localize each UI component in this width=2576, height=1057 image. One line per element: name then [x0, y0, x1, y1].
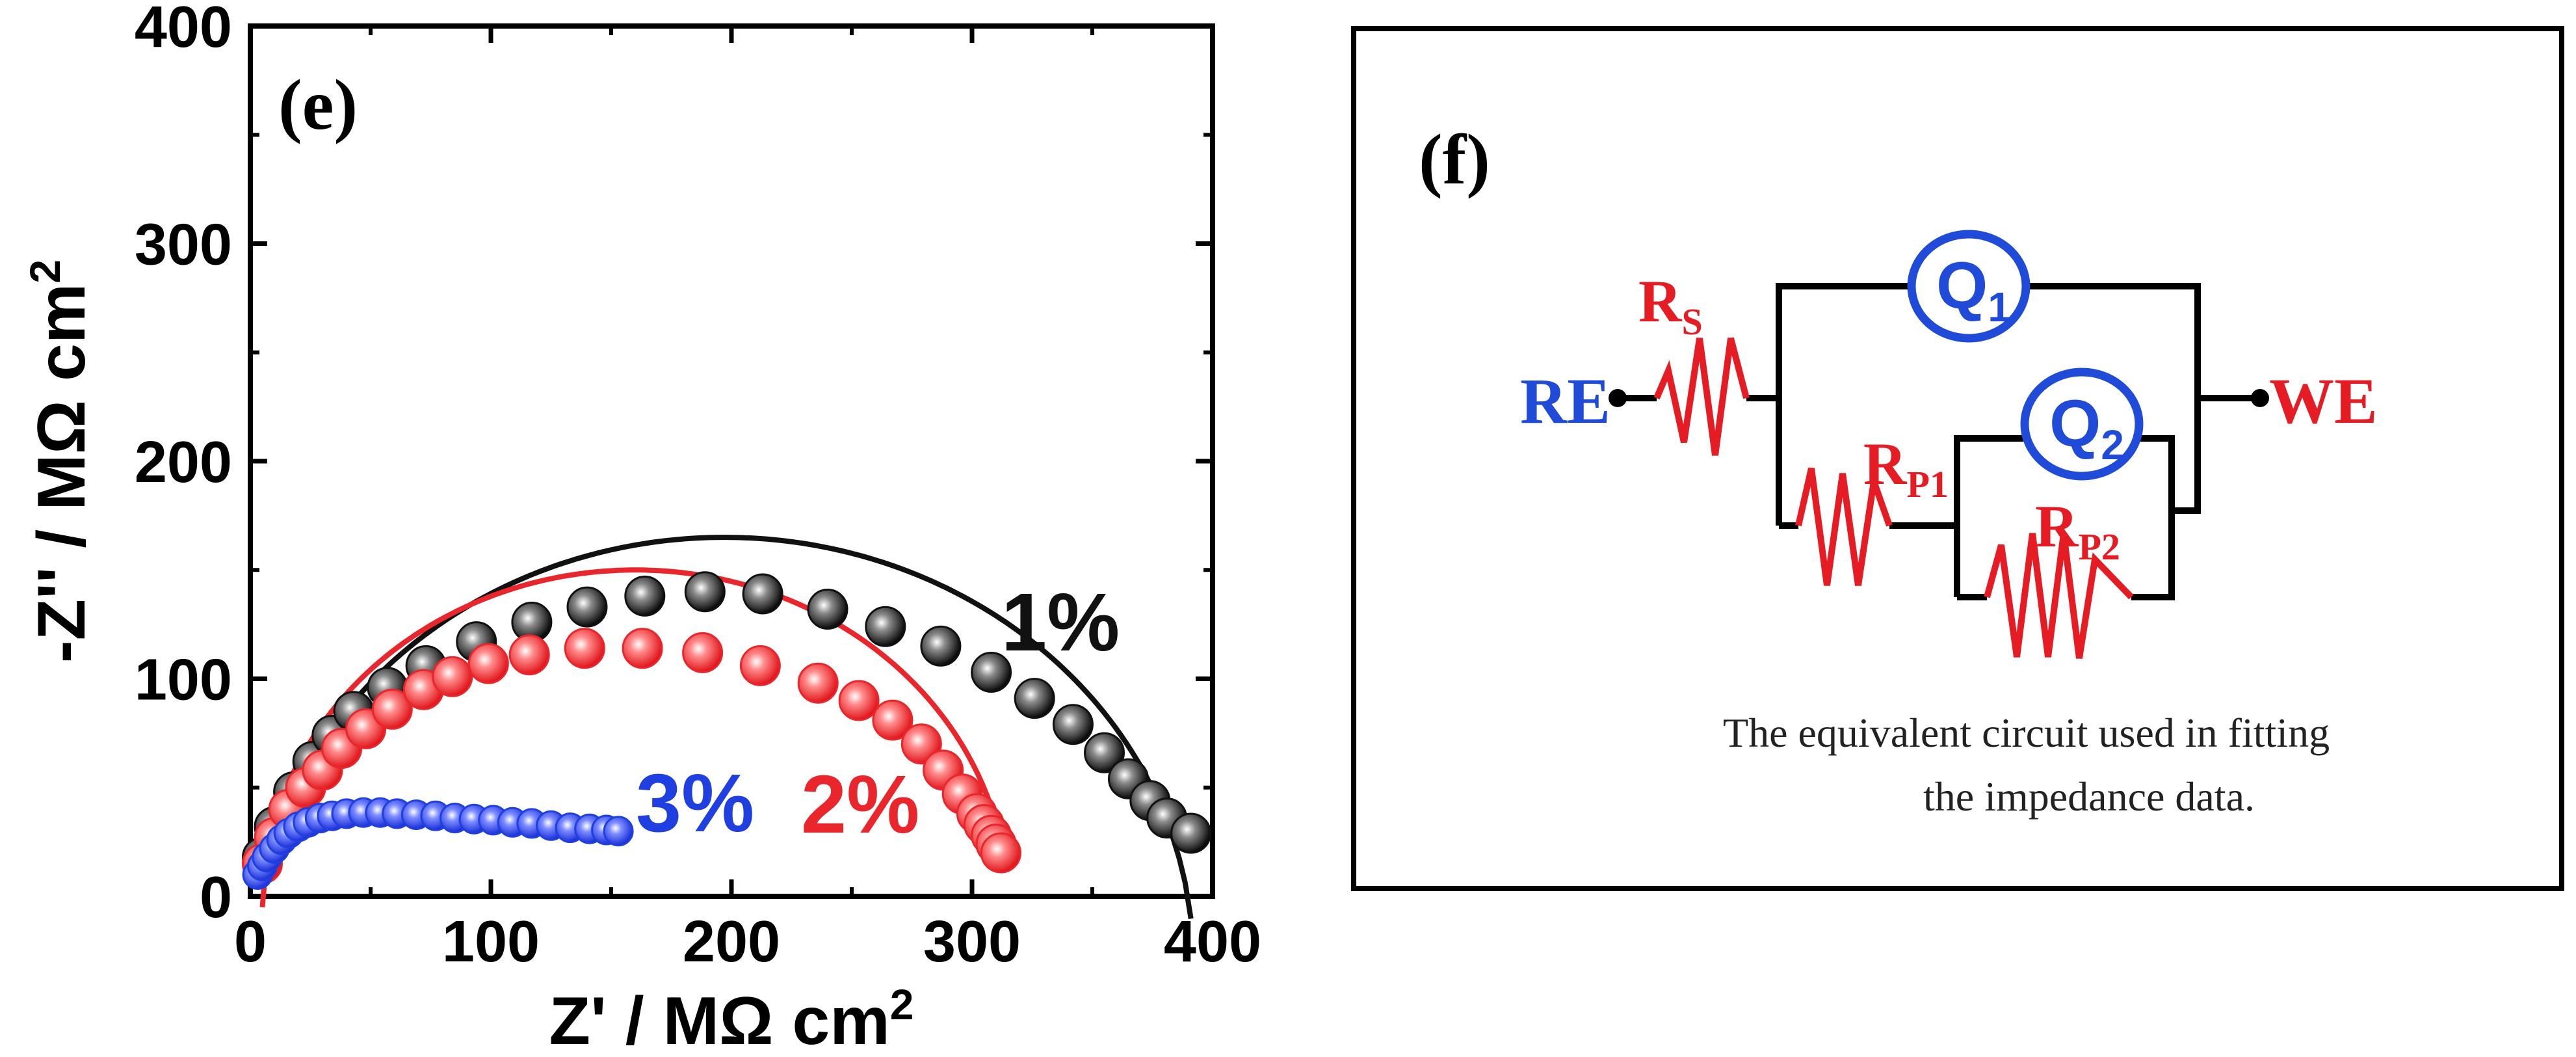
svg-text:Q1: Q1 — [1936, 248, 2011, 330]
series-label-3pct: 3% — [636, 757, 754, 849]
fit-curve-series-2 — [259, 567, 1004, 908]
re-terminal-dot — [1609, 389, 1627, 407]
resistor-rs — [1653, 337, 1750, 456]
circuit-panel: (f) Q1 Q2 RE — [1351, 26, 2564, 891]
data-point-series-1 — [1014, 678, 1055, 719]
fit-curves — [259, 535, 1194, 920]
data-point-series-2 — [872, 699, 913, 741]
data-point-series-2 — [797, 662, 839, 704]
data-point-series-1 — [920, 625, 962, 667]
data-point-series-1 — [971, 652, 1012, 693]
q1-circle — [1907, 230, 2031, 343]
rs-label: RS — [1638, 268, 1703, 343]
x-tick-label: 300 — [923, 909, 1021, 974]
resistor-rp1 — [1795, 467, 1893, 586]
we-label: WE — [2269, 365, 2378, 437]
data-point-series-1 — [865, 606, 906, 647]
re-label: RE — [1520, 365, 1610, 437]
caption-line-1: The equivalent circuit used in fitting — [1723, 710, 2330, 756]
data-point-series-1 — [1084, 732, 1125, 773]
data-point-series-1 — [1170, 812, 1212, 854]
wire-outer-right — [2172, 398, 2201, 514]
cpe-q2: Q2 — [2020, 368, 2144, 481]
x-tick-label: 200 — [683, 909, 780, 974]
y-axis-title: -Z'' / MΩ cm2 — [21, 260, 99, 663]
x-axis-title: Z' / MΩ cm2 — [549, 980, 914, 1057]
cpe-q1: Q1 — [1907, 230, 2031, 343]
data-point-series-2 — [432, 656, 473, 697]
data-point-series-3 — [603, 816, 634, 847]
data-point-series-1 — [566, 586, 608, 628]
y-tick-label: 400 — [135, 0, 232, 60]
we-terminal-dot — [2251, 389, 2269, 407]
data-point-series-1 — [684, 571, 726, 613]
rp1-label: RP1 — [1863, 431, 1949, 505]
data-point-series-2 — [980, 832, 1021, 874]
data-points — [242, 571, 1212, 890]
x-tick-label: 0 — [234, 909, 267, 974]
y-tick-label: 200 — [135, 430, 232, 495]
svg-text:Q2: Q2 — [2049, 386, 2124, 468]
axis-ticks — [248, 23, 1215, 899]
data-point-series-2 — [838, 680, 880, 721]
wire-inner-left — [1954, 435, 2023, 597]
wire-q1-right — [2027, 283, 2201, 398]
series-label-2pct: 2% — [801, 758, 919, 850]
data-point-series-2 — [371, 688, 413, 730]
y-tick-label: 100 — [135, 648, 232, 713]
wire-q2-right — [2131, 435, 2175, 600]
panel-label-f: (f) — [1419, 120, 1490, 199]
wire-q1-branch — [1776, 283, 1910, 526]
data-point-series-1 — [1052, 704, 1094, 745]
rp2-label: RP2 — [2035, 493, 2120, 568]
resistor-rp2 — [1984, 533, 2134, 659]
panel-label-e: (e) — [278, 65, 358, 144]
data-point-series-2 — [467, 643, 509, 684]
fit-curve-series-1 — [259, 535, 1194, 920]
data-point-series-2 — [508, 634, 550, 676]
y-tick-label: 0 — [200, 865, 232, 930]
data-point-series-2 — [622, 628, 663, 669]
circuit-wires — [1618, 283, 2260, 600]
data-point-series-1 — [742, 573, 783, 615]
data-point-series-2 — [564, 628, 605, 669]
data-point-series-1 — [624, 575, 666, 617]
q2-circle — [2020, 368, 2144, 481]
data-point-series-2 — [739, 645, 781, 686]
x-tick-label: 100 — [442, 909, 540, 974]
series-label-1pct: 1% — [1001, 576, 1120, 668]
data-point-series-1 — [807, 589, 848, 630]
caption-line-2: the impedance data. — [1923, 773, 2255, 820]
axis-tick-labels: 0 100 200 300 400 0 100 200 300 400 — [135, 0, 1261, 974]
resistors — [1653, 337, 2134, 659]
data-point-series-2 — [682, 632, 724, 673]
y-tick-label: 300 — [135, 213, 232, 278]
x-tick-label: 400 — [1164, 909, 1261, 974]
